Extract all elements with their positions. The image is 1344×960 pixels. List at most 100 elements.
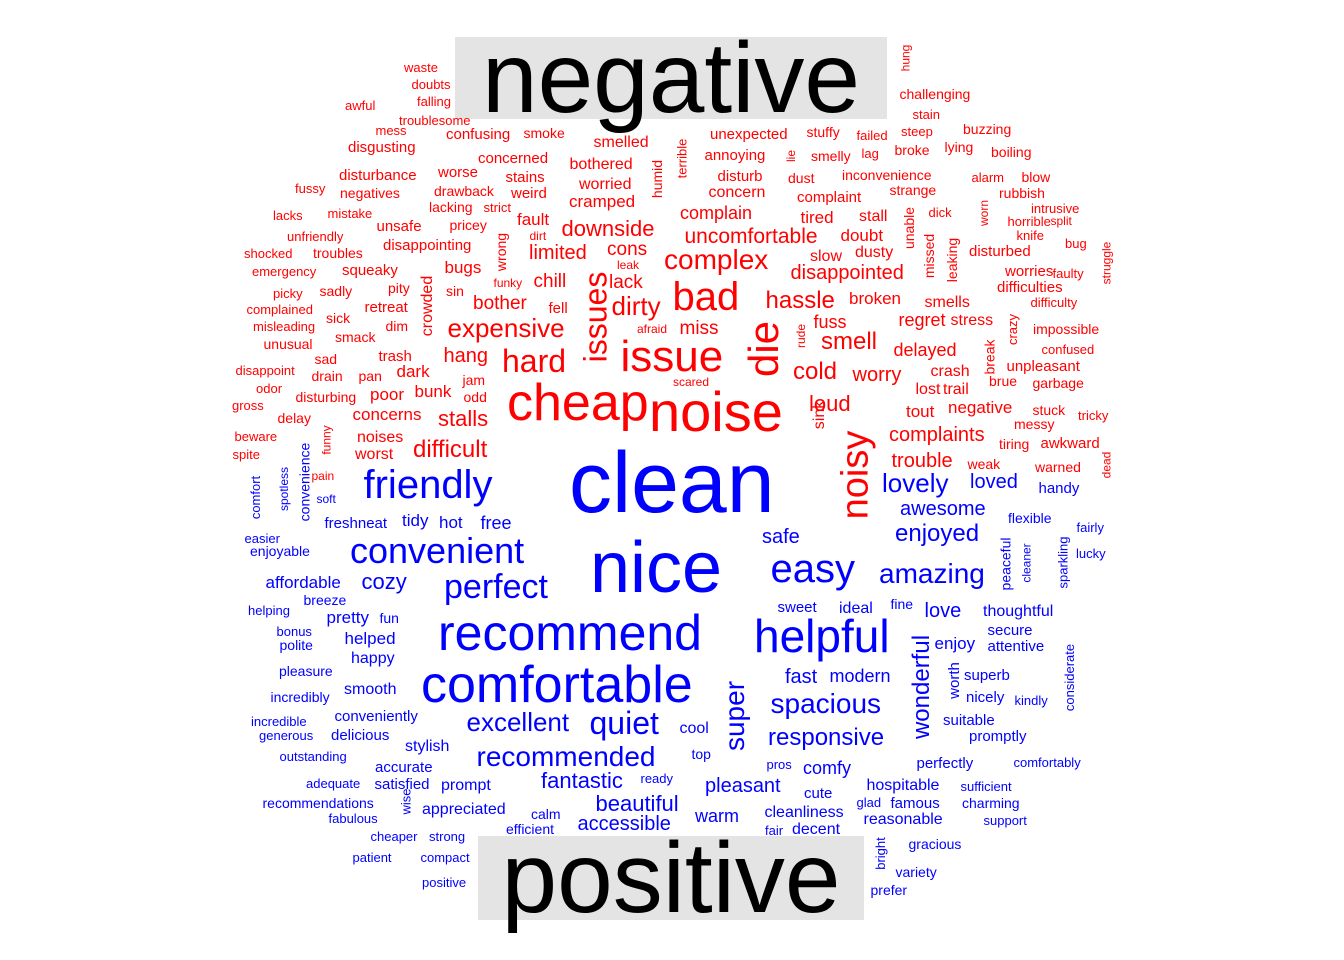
word-concerned: concerned bbox=[478, 149, 549, 167]
word-superb: superb bbox=[964, 666, 1010, 684]
word-smooth: smooth bbox=[344, 681, 397, 698]
word-broke: broke bbox=[894, 142, 930, 158]
word-drain: drain bbox=[311, 368, 343, 384]
word-bunk: bunk bbox=[414, 381, 452, 401]
word-mistake: mistake bbox=[327, 205, 373, 221]
word-intrusive: intrusive bbox=[1031, 200, 1080, 216]
word-smells: smells bbox=[924, 294, 970, 311]
word-hard: hard bbox=[502, 343, 567, 379]
negative-group-header: negative bbox=[455, 28, 887, 128]
word-knife: knife bbox=[1016, 227, 1044, 243]
word-pretty: pretty bbox=[326, 607, 370, 627]
word-ideal: ideal bbox=[839, 600, 873, 617]
word-boiling: boiling bbox=[991, 144, 1032, 160]
word-cons: cons bbox=[607, 238, 648, 260]
word-bother: bother bbox=[473, 292, 527, 314]
word-hung: hung bbox=[897, 44, 912, 72]
word-worst: worst bbox=[355, 446, 394, 463]
word-disgusting: disgusting bbox=[348, 138, 416, 156]
word-odor: odor bbox=[256, 380, 283, 396]
word-helped: helped bbox=[344, 628, 396, 648]
word-happy: happy bbox=[351, 650, 395, 667]
word-rubbish: rubbish bbox=[999, 185, 1045, 201]
word-positive: positive bbox=[422, 874, 467, 890]
word-lie: lie bbox=[784, 149, 799, 163]
word-patient: patient bbox=[352, 849, 392, 865]
word-crash: crash bbox=[930, 363, 970, 380]
word-noisy: noisy bbox=[833, 430, 876, 520]
word-perfectly: perfectly bbox=[916, 754, 974, 772]
word-super: super bbox=[719, 680, 751, 752]
word-warm: warm bbox=[695, 806, 739, 826]
word-worries: worries bbox=[1005, 262, 1054, 280]
word-stuffy: stuffy bbox=[806, 124, 840, 140]
word-lacks: lacks bbox=[273, 207, 303, 223]
word-smoke: smoke bbox=[523, 125, 565, 141]
word-falling: falling bbox=[417, 93, 451, 109]
word-stains: stains bbox=[505, 168, 545, 186]
word-cold: cold bbox=[793, 358, 838, 385]
word-convenient: convenient bbox=[350, 530, 525, 571]
word-limited: limited bbox=[529, 242, 587, 264]
word-smell: smell bbox=[821, 328, 878, 355]
word-bugs: bugs bbox=[444, 257, 482, 277]
word-worth: worth bbox=[945, 661, 963, 699]
word-strict: strict bbox=[483, 199, 511, 215]
word-fine: fine bbox=[890, 596, 914, 612]
word-disturbance: disturbance bbox=[339, 166, 417, 184]
word-worried: worried bbox=[579, 176, 632, 193]
word-bad: bad bbox=[672, 275, 740, 319]
word-hang: hang bbox=[443, 345, 489, 367]
word-pity: pity bbox=[388, 280, 410, 296]
word-dusty: dusty bbox=[855, 244, 894, 261]
word-dirt: dirt bbox=[529, 229, 547, 243]
word-accurate: accurate bbox=[375, 758, 433, 776]
word-dead: dead bbox=[1098, 451, 1113, 479]
word-beautiful: beautiful bbox=[595, 791, 679, 816]
word-smack: smack bbox=[335, 329, 376, 345]
word-weak: weak bbox=[967, 456, 1001, 472]
word-affordable: affordable bbox=[265, 572, 341, 592]
word-regret: regret bbox=[898, 310, 946, 330]
word-fabulous: fabulous bbox=[328, 810, 378, 826]
word-disappointed: disappointed bbox=[790, 262, 904, 284]
word-noises: noises bbox=[357, 429, 404, 446]
word-lost: lost bbox=[915, 381, 941, 398]
word-support: support bbox=[983, 812, 1027, 828]
word-lack: lack bbox=[609, 271, 643, 293]
word-lucky: lucky bbox=[1076, 545, 1106, 561]
word-gross: gross bbox=[232, 397, 264, 413]
word-brue: brue bbox=[989, 373, 1018, 389]
word-breeze: breeze bbox=[303, 592, 347, 608]
word-unpleasant: unpleasant bbox=[1006, 357, 1080, 375]
word-reasonable: reasonable bbox=[863, 811, 943, 828]
word-spite: spite bbox=[232, 446, 260, 462]
word-jam: jam bbox=[462, 372, 486, 388]
word-delay: delay bbox=[277, 410, 311, 426]
word-miss: miss bbox=[679, 317, 719, 339]
word-bothered: bothered bbox=[569, 156, 633, 173]
word-kindly: kindly bbox=[1014, 692, 1048, 708]
word-easier: easier bbox=[244, 530, 280, 546]
word-emergency: emergency bbox=[252, 263, 317, 279]
word-promptly: promptly bbox=[969, 727, 1027, 745]
word-generous: generous bbox=[259, 727, 314, 743]
word-thoughtful: thoughtful bbox=[983, 603, 1054, 620]
word-doubt: doubt bbox=[840, 225, 884, 245]
word-lag: lag bbox=[861, 145, 879, 161]
word-suitable: suitable bbox=[943, 711, 995, 729]
word-funky: funky bbox=[493, 276, 523, 290]
word-difficult: difficult bbox=[413, 436, 488, 463]
word-modern: modern bbox=[829, 666, 891, 686]
word-tout: tout bbox=[906, 401, 935, 421]
word-variety: variety bbox=[895, 864, 937, 880]
word-awful: awful bbox=[345, 97, 376, 113]
word-lovely: lovely bbox=[882, 468, 949, 498]
word-fuss: fuss bbox=[813, 312, 847, 332]
word-complained: complained bbox=[246, 301, 314, 317]
word-difficulty: difficulty bbox=[1030, 294, 1078, 310]
word-fun: fun bbox=[379, 610, 399, 626]
word-efficient: efficient bbox=[506, 821, 554, 837]
word-concern: concern bbox=[708, 184, 766, 201]
word-missed: missed bbox=[921, 233, 938, 279]
